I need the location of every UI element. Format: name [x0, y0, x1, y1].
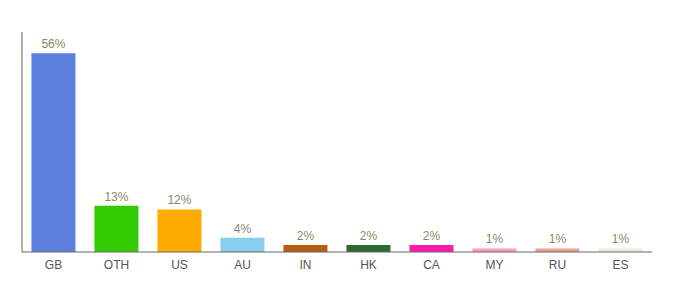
svg-text:RU: RU [549, 258, 566, 272]
svg-text:1%: 1% [549, 232, 567, 246]
svg-text:IN: IN [300, 258, 312, 272]
svg-text:2%: 2% [360, 229, 378, 243]
svg-text:HK: HK [360, 258, 377, 272]
svg-text:4%: 4% [234, 222, 252, 236]
svg-text:13%: 13% [104, 190, 128, 204]
svg-text:56%: 56% [41, 37, 65, 51]
svg-text:ES: ES [612, 258, 628, 272]
svg-text:US: US [171, 258, 188, 272]
svg-text:OTH: OTH [104, 258, 129, 272]
svg-text:GB: GB [45, 258, 62, 272]
svg-text:1%: 1% [612, 232, 630, 246]
svg-text:1%: 1% [486, 232, 504, 246]
svg-text:MY: MY [486, 258, 504, 272]
svg-text:AU: AU [234, 258, 251, 272]
svg-text:CA: CA [423, 258, 440, 272]
svg-text:12%: 12% [167, 193, 191, 207]
svg-text:2%: 2% [297, 229, 315, 243]
svg-text:2%: 2% [423, 229, 441, 243]
